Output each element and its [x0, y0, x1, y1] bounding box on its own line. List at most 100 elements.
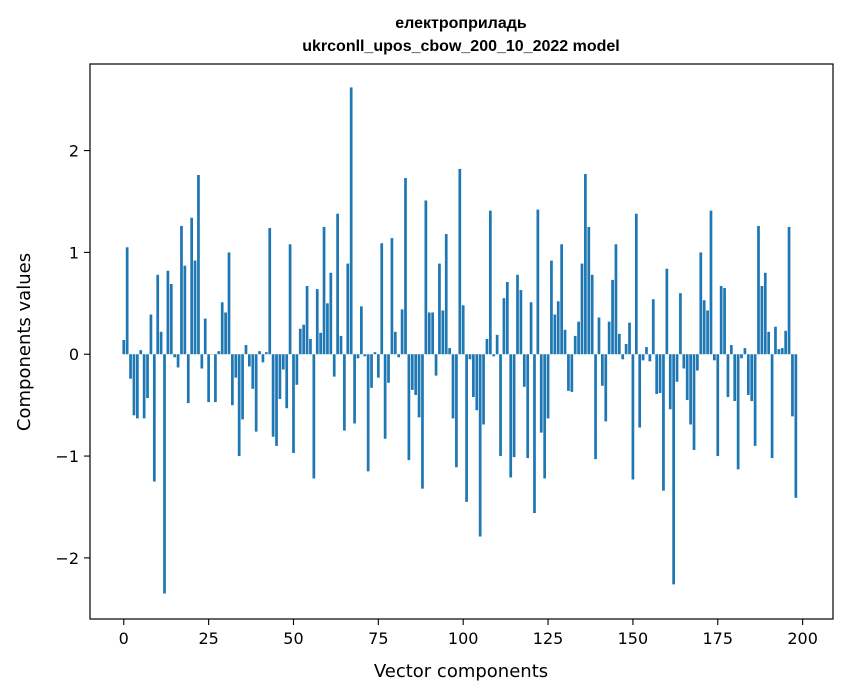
bar — [713, 354, 716, 361]
bar — [696, 354, 699, 371]
bar — [370, 354, 373, 388]
bar — [441, 310, 445, 355]
bar — [662, 354, 665, 491]
bar — [740, 354, 743, 359]
bar — [400, 309, 404, 355]
bar — [349, 87, 353, 355]
bar — [360, 306, 363, 355]
y-tick-label: 2 — [69, 142, 79, 161]
bar — [455, 354, 458, 468]
bar — [163, 354, 166, 594]
bar — [458, 168, 462, 355]
x-tick-label: 200 — [787, 629, 818, 648]
bar — [336, 213, 339, 355]
bar — [760, 286, 764, 355]
bar — [149, 314, 153, 355]
bar — [376, 354, 380, 378]
x-tick-label: 150 — [618, 629, 649, 648]
bar — [431, 312, 435, 355]
bar — [339, 335, 343, 355]
bar — [281, 354, 285, 370]
x-axis-label: Vector components — [374, 661, 548, 682]
bar — [733, 354, 737, 402]
bar — [685, 354, 689, 401]
bar — [465, 354, 468, 502]
bar — [315, 289, 319, 355]
bar — [543, 354, 547, 479]
bar — [329, 272, 333, 355]
bar — [468, 354, 472, 360]
bar — [560, 244, 563, 355]
bar — [604, 354, 608, 422]
bar — [750, 354, 754, 402]
bar — [634, 213, 638, 355]
bar — [736, 354, 740, 470]
x-tick-label: 25 — [198, 629, 218, 648]
bar — [556, 301, 560, 355]
bar — [512, 354, 516, 458]
bar — [387, 354, 390, 383]
bar — [743, 348, 747, 355]
bar — [478, 354, 482, 537]
bar — [587, 226, 591, 355]
bar — [173, 354, 177, 358]
bar — [780, 348, 784, 355]
bar — [533, 354, 536, 514]
bar — [672, 354, 675, 585]
bar — [716, 354, 720, 457]
bar — [363, 354, 367, 357]
bar — [787, 226, 791, 355]
bar — [248, 354, 251, 367]
bar — [621, 354, 625, 360]
bar — [410, 354, 414, 390]
bar — [380, 243, 384, 355]
bar — [312, 354, 316, 479]
bar — [570, 354, 574, 392]
bar — [383, 354, 387, 439]
bar — [203, 318, 207, 355]
bar — [278, 354, 282, 400]
bar — [563, 329, 567, 355]
bar — [509, 354, 513, 478]
bar — [275, 354, 278, 446]
bar — [539, 354, 543, 433]
bar — [122, 339, 126, 355]
bar — [261, 354, 265, 363]
bar — [448, 348, 451, 355]
bar — [529, 302, 533, 355]
bar — [353, 354, 356, 424]
bar — [774, 326, 777, 355]
bar — [288, 244, 292, 355]
bar — [309, 338, 312, 355]
bar — [706, 310, 709, 355]
bar — [729, 345, 733, 355]
bar — [658, 354, 662, 393]
bar — [651, 299, 655, 355]
x-tick-label: 100 — [448, 629, 479, 648]
x-tick-label: 0 — [119, 629, 129, 648]
y-tick-label: 0 — [69, 345, 79, 364]
bar — [472, 354, 475, 397]
bar — [373, 352, 377, 355]
bar — [305, 286, 309, 355]
bar — [757, 225, 760, 355]
bar — [607, 321, 611, 355]
bars-group — [122, 87, 798, 594]
bar — [169, 283, 173, 355]
bar — [417, 354, 421, 418]
bar — [655, 354, 659, 394]
bar — [702, 300, 706, 355]
bar — [573, 335, 577, 355]
bar — [580, 263, 584, 355]
bar — [584, 173, 587, 355]
bar — [624, 344, 628, 355]
bar — [271, 354, 275, 437]
x-tick-label: 175 — [702, 629, 733, 648]
bar — [601, 354, 604, 386]
bar — [241, 354, 244, 420]
bar — [183, 265, 187, 355]
bar — [617, 333, 621, 355]
bar — [343, 354, 346, 431]
chart-title-line-2: ukrconll_upos_cbow_200_10_2022 model — [302, 38, 619, 55]
bar — [770, 354, 774, 459]
